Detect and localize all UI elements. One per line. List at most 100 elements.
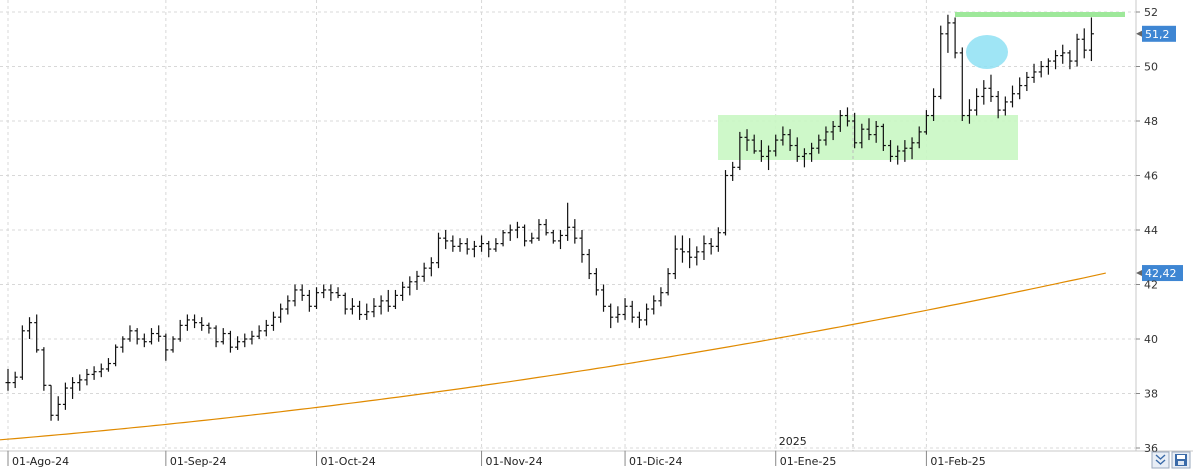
price-label-box [1142, 25, 1176, 42]
ohlc-bar [1074, 33, 1080, 67]
ohlc-bar [507, 224, 513, 241]
ohlc-bar [400, 281, 406, 301]
y-tick-label: 40 [1144, 333, 1158, 346]
ohlc-bar [938, 25, 944, 100]
ohlc-bar [974, 88, 980, 116]
ohlc-bar [457, 238, 463, 252]
ohlc-bar [694, 246, 700, 266]
ohlc-bar [844, 107, 850, 127]
ohlc-bar [737, 131, 743, 171]
ohlc-bar [615, 306, 621, 323]
price-label: 51,2 [1136, 25, 1176, 42]
ohlc-bar [945, 14, 951, 53]
ohlc-bar [19, 325, 25, 380]
ohlc-bar [579, 230, 585, 263]
ohlc-bar [565, 202, 571, 241]
ohlc-bar [601, 284, 607, 312]
ohlc-bar [751, 134, 757, 154]
ohlc-bar [902, 140, 908, 162]
ohlc-bar [443, 230, 449, 250]
ohlc-bar [593, 268, 599, 296]
ohlc-bar [1053, 50, 1059, 70]
price-label-box [1142, 265, 1183, 282]
ohlc-bar [41, 347, 47, 391]
ohlc-bar [421, 262, 427, 282]
ohlc-bar [923, 110, 929, 135]
price-label-text: 42,42 [1145, 267, 1177, 280]
ohlc-bar [407, 276, 413, 296]
ohlc-bar [981, 80, 987, 105]
ohlc-bar [687, 238, 693, 269]
ohlc-bar [794, 137, 800, 162]
ohlc-bar [364, 303, 370, 320]
ohlc-bar [48, 384, 54, 421]
ohlc-bar [629, 300, 635, 323]
consolidation-zone-rect [718, 115, 1018, 160]
ohlc-bar [651, 295, 657, 315]
ohlc-bar [127, 325, 133, 342]
y-tick-label: 50 [1144, 61, 1158, 74]
ohlc-bar [895, 145, 901, 165]
ohlc-bar [514, 221, 520, 239]
ohlc-bar [679, 235, 685, 263]
ohlc-bar [98, 363, 104, 378]
ohlc-bar [780, 126, 786, 146]
ohlc-bar [105, 358, 111, 372]
price-labels: 51,2 42,42 [1136, 25, 1183, 282]
ohlc-bar [27, 317, 33, 339]
ohlc-bar [608, 303, 614, 329]
ohlc-bar [952, 17, 958, 59]
ohlc-bar [450, 235, 456, 252]
ohlc-bar [644, 303, 650, 326]
ohlc-bar [1031, 63, 1037, 83]
x-tick-label: 01-Nov-24 [486, 455, 543, 468]
resistance-line-rect [955, 12, 1125, 17]
ohlc-bar [278, 303, 284, 323]
ohlc-bar [859, 123, 865, 149]
moving-average-line [0, 272, 1106, 441]
ohlc-bar [672, 235, 678, 280]
ohlc-bar [149, 328, 154, 345]
ohlc-bar [543, 219, 549, 236]
save-icon [1175, 454, 1187, 466]
ohlc-bar [909, 137, 915, 160]
ohlc-bar [220, 328, 226, 345]
ohlc-bar [177, 319, 183, 342]
ohlc-bar [12, 371, 18, 389]
ohlc-bar [428, 257, 434, 277]
ohlc-bar [1081, 28, 1087, 59]
ohlc-bar [414, 270, 420, 290]
ohlc-bars [5, 14, 1094, 421]
ohlc-bar [966, 99, 972, 124]
price-label: 42,42 [1136, 265, 1183, 282]
ohlc-bar [378, 295, 384, 315]
save-button[interactable] [1171, 451, 1191, 469]
ohlc-bar [550, 230, 556, 244]
ohlc-bar [1010, 85, 1015, 108]
ohlc-bar [299, 284, 305, 301]
ohlc-bar [84, 368, 90, 386]
ohlc-bar [34, 314, 40, 353]
year-label: 2025 [779, 435, 807, 448]
ohlc-bar [787, 129, 793, 151]
ohlc-bar [141, 333, 147, 348]
x-axis-band [0, 451, 1193, 470]
ohlc-bar [270, 311, 276, 331]
scroll-down-button[interactable] [1151, 451, 1170, 469]
ohlc-bar [1038, 61, 1044, 78]
y-tick-label: 52 [1144, 6, 1158, 19]
ohlc-bar [486, 240, 492, 258]
ohlc-bar [816, 134, 822, 154]
ohlc-bar [113, 344, 119, 367]
ohlc-bar [701, 235, 707, 260]
ohlc-bar [730, 161, 736, 181]
ohlc-bar [213, 325, 219, 348]
ohlc-bar [163, 333, 169, 361]
ohlc-bar [830, 121, 836, 141]
ohlc-bar [156, 325, 162, 342]
ohlc-bar [1088, 17, 1094, 62]
ohlc-bar [866, 118, 872, 141]
